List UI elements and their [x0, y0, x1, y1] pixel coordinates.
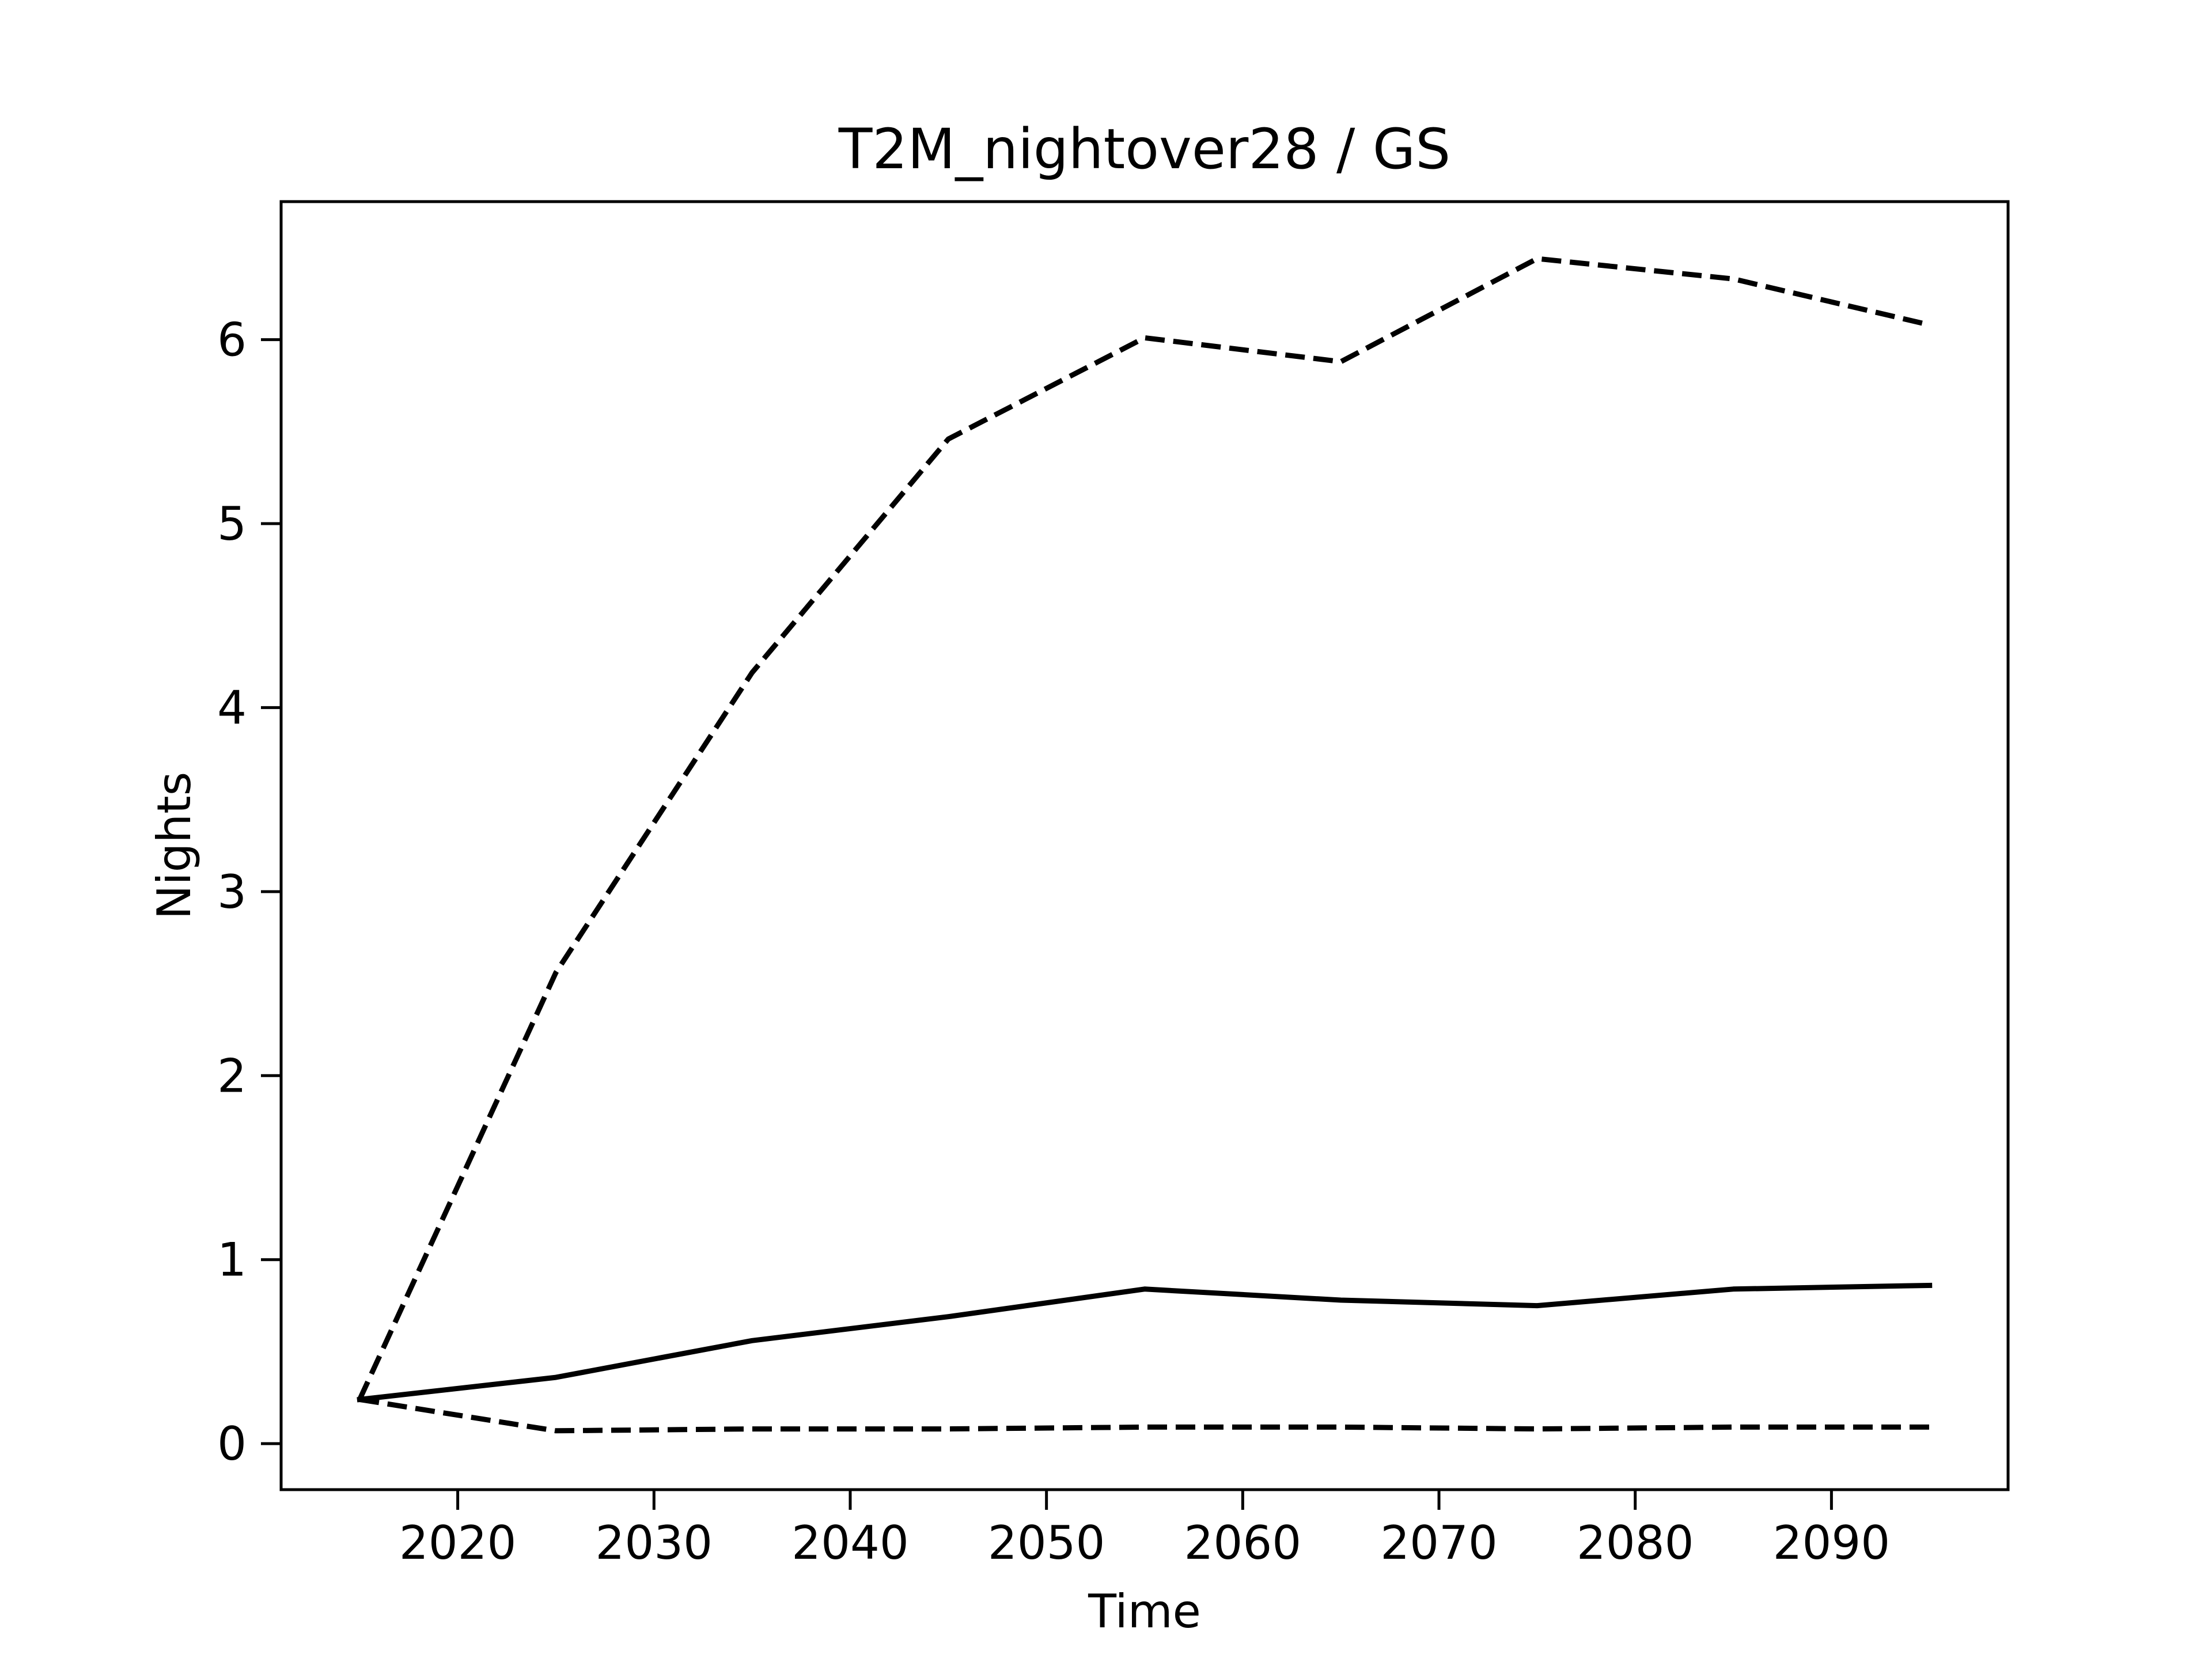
- y-tick-label: 3: [217, 865, 247, 919]
- y-tick-label: 6: [217, 313, 247, 367]
- series-line-2: [359, 1397, 1930, 1434]
- x-tick-label: 2050: [988, 1516, 1105, 1570]
- x-tick-label: 2020: [399, 1516, 517, 1570]
- series-line-0: [357, 1282, 1933, 1403]
- series-layer: [357, 256, 1933, 1434]
- y-tick-label: 2: [217, 1049, 247, 1103]
- x-axis-label: Time: [1088, 1585, 1201, 1638]
- x-axis: 2020 2030 2040 2050 2060 2070 2080 2090: [399, 1490, 1890, 1570]
- x-tick-label: 2060: [1184, 1516, 1302, 1570]
- y-axis-label: Nights: [147, 772, 201, 920]
- chart-title: T2M_nightover28 / GS: [838, 117, 1450, 181]
- y-tick-label: 4: [217, 681, 247, 734]
- plot-frame: [279, 200, 2010, 1491]
- series-line-1: [357, 256, 1930, 1401]
- x-tick-label: 2070: [1380, 1516, 1498, 1570]
- x-tick-label: 2030: [595, 1516, 713, 1570]
- y-tick-label: 1: [217, 1233, 247, 1287]
- y-tick-label: 5: [217, 497, 247, 551]
- y-tick-label: 0: [217, 1417, 247, 1471]
- x-tick-label: 2080: [1577, 1516, 1694, 1570]
- x-tick-label: 2040: [791, 1516, 909, 1570]
- x-tick-label: 2090: [1773, 1516, 1891, 1570]
- y-axis: 0 1 2 3 4 5 6: [217, 313, 281, 1471]
